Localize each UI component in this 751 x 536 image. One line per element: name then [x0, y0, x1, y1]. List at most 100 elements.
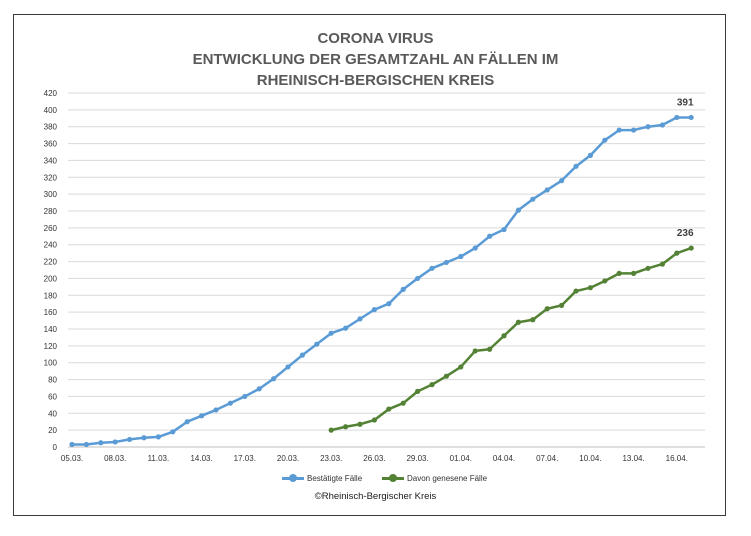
chart-title-line-2: ENTWICKLUNG DER GESAMTZAHL AN FÄLLEN IM: [192, 51, 559, 68]
data-point-0: [400, 286, 406, 292]
y-tick-label: 100: [44, 359, 58, 368]
data-point-1: [616, 270, 622, 276]
legend-label-confirmed: Bestätigte Fälle: [307, 473, 363, 483]
data-point-0: [472, 245, 478, 251]
data-point-0: [616, 127, 622, 133]
x-tick-label: 26.03.: [363, 454, 385, 463]
data-point-0: [674, 114, 680, 121]
data-point-1: [530, 317, 536, 323]
data-point-1: [674, 250, 680, 256]
y-tick-label: 260: [44, 224, 58, 233]
data-point-1: [559, 302, 565, 308]
data-point-0: [688, 114, 694, 121]
data-point-1: [400, 400, 406, 406]
data-point-0: [328, 330, 334, 336]
end-label-0: 391: [677, 97, 694, 108]
y-tick-label: 240: [44, 241, 58, 250]
data-point-1: [587, 285, 594, 291]
legend-item-recovered: Davon genesene Fälle: [382, 473, 487, 483]
y-tick-label: 340: [44, 156, 58, 165]
y-tick-label: 400: [44, 106, 58, 115]
chart-frame: [13, 14, 726, 516]
data-point-0: [271, 376, 277, 382]
data-point-1: [328, 427, 334, 433]
x-tick-label: 07.04.: [536, 454, 558, 463]
x-tick-label: 01.04.: [450, 454, 472, 463]
chart-title: CORONA VIRUS ENTWICKLUNG DER GESAMTZAHL …: [0, 28, 751, 91]
data-point-1: [487, 346, 493, 352]
data-point-0: [415, 275, 421, 282]
data-point-0: [544, 187, 550, 193]
data-point-1: [631, 270, 637, 276]
data-point-0: [199, 413, 205, 419]
data-point-0: [112, 439, 118, 445]
data-point-0: [299, 352, 305, 358]
data-point-0: [184, 419, 190, 425]
data-point-0: [501, 226, 507, 233]
legend-item-confirmed: Bestätigte Fälle: [282, 473, 362, 483]
x-tick-label: 16.04.: [666, 454, 688, 463]
y-tick-label: 140: [44, 325, 58, 334]
data-point-0: [213, 407, 219, 413]
data-point-0: [141, 435, 147, 441]
data-point-1: [472, 348, 478, 354]
data-point-1: [573, 288, 579, 294]
series-line-1: [330, 246, 692, 432]
data-point-0: [515, 207, 522, 213]
data-point-0: [98, 440, 104, 446]
data-point-1: [659, 261, 666, 267]
data-point-0: [587, 152, 594, 158]
data-point-1: [343, 424, 349, 430]
data-point-1: [371, 417, 377, 423]
copyright: ©Rheinisch-Bergischer Kreis: [314, 491, 437, 502]
data-point-0: [371, 307, 377, 313]
data-point-0: [285, 364, 291, 370]
x-tick-label: 20.03.: [277, 454, 299, 463]
data-point-1: [602, 278, 608, 284]
y-tick-label: 320: [44, 173, 58, 182]
data-point-0: [170, 429, 176, 435]
data-point-0: [357, 316, 363, 322]
data-point-1: [515, 319, 522, 325]
legend-swatch-recovered: [382, 473, 404, 483]
data-point-0: [631, 127, 637, 133]
data-point-0: [458, 253, 464, 260]
data-point-1: [688, 245, 694, 251]
y-tick-label: 0: [53, 443, 58, 452]
data-point-0: [659, 122, 666, 128]
x-tick-label: 14.03.: [190, 454, 212, 463]
y-tick-label: 60: [48, 392, 57, 401]
data-point-1: [357, 421, 363, 427]
chart-title-line-3: RHEINISCH-BERGISCHEN KREIS: [256, 72, 495, 89]
data-point-1: [429, 382, 435, 388]
legend-swatch-confirmed: [282, 473, 304, 483]
data-point-1: [458, 364, 464, 370]
y-tick-label: 180: [44, 291, 58, 300]
data-point-0: [573, 163, 579, 169]
data-point-0: [386, 301, 392, 307]
y-tick-label: 40: [48, 409, 57, 418]
x-tick-label: 13.04.: [622, 454, 644, 463]
x-tick-label: 17.03.: [234, 454, 256, 463]
data-point-0: [343, 325, 349, 331]
series-line-0: [72, 116, 692, 446]
data-point-0: [645, 124, 651, 130]
data-point-1: [501, 333, 507, 339]
data-point-1: [544, 306, 550, 312]
chart-title-line-1: CORONA VIRUS: [317, 30, 434, 47]
data-point-1: [415, 388, 421, 394]
x-tick-label: 10.04.: [579, 454, 601, 463]
data-point-1: [645, 265, 651, 271]
y-tick-label: 280: [44, 207, 58, 216]
data-point-0: [429, 265, 435, 271]
data-point-1: [386, 406, 392, 412]
data-point-0: [314, 341, 320, 347]
legend-label-recovered: Davon genesene Fälle: [407, 473, 488, 483]
data-point-0: [127, 436, 133, 443]
data-point-0: [242, 393, 248, 400]
data-point-0: [69, 441, 75, 448]
x-tick-label: 04.04.: [493, 454, 515, 463]
data-point-0: [602, 137, 608, 143]
y-tick-label: 380: [44, 123, 58, 132]
